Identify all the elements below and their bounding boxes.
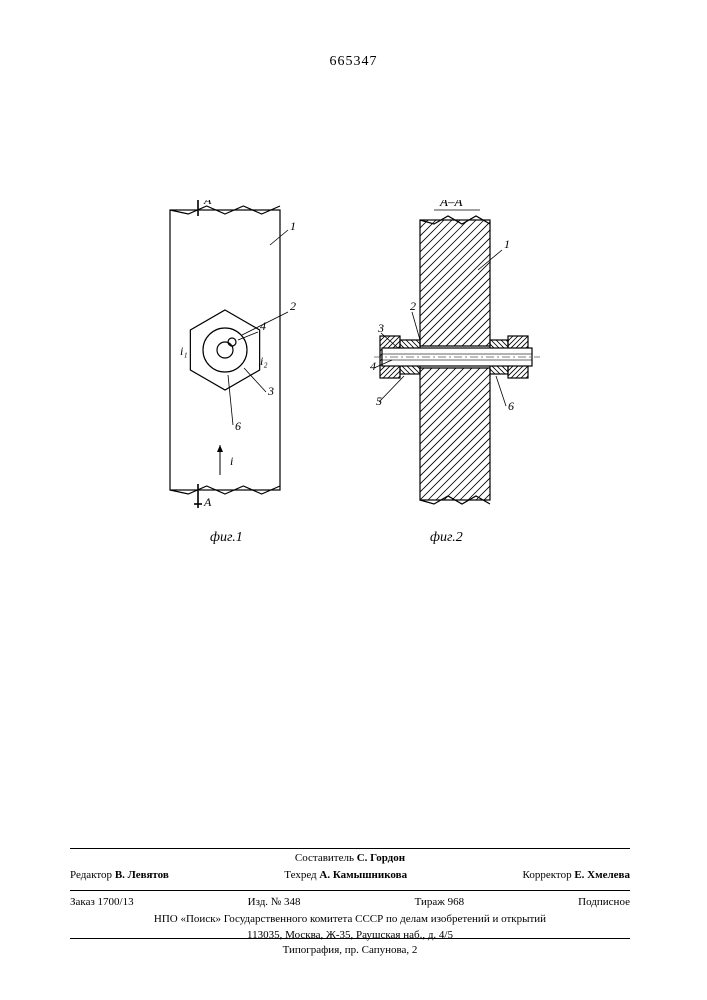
svg-text:3: 3 bbox=[377, 321, 384, 335]
fig1-caption: фиг.1 bbox=[210, 530, 243, 546]
svg-text:А: А bbox=[203, 495, 212, 509]
svg-text:2: 2 bbox=[410, 299, 416, 313]
corrector-name: Е. Хмелева bbox=[574, 869, 630, 881]
figures-area: А А 1 2 4 3 6 i₁ i₂ i А–А 1 2 3 4 5 6 фиг.1 фиг.2 bbox=[120, 200, 580, 570]
editor-name: В. Левятов bbox=[115, 869, 169, 881]
svg-text:1: 1 bbox=[504, 237, 510, 251]
divider-1 bbox=[70, 848, 630, 849]
techred-name: А. Камышникова bbox=[319, 869, 407, 881]
tirazh: Тираж 968 bbox=[415, 895, 465, 910]
address: 113035, Москва, Ж-35, Раушская наб., д. … bbox=[70, 928, 630, 943]
compiler-name: С. Гордон bbox=[357, 852, 405, 864]
divider-3 bbox=[70, 890, 630, 891]
svg-text:А: А bbox=[203, 200, 212, 207]
techred-label: Техред bbox=[284, 869, 316, 881]
svg-text:4: 4 bbox=[370, 359, 376, 373]
editor-label: Редактор bbox=[70, 869, 112, 881]
svg-text:6: 6 bbox=[508, 399, 514, 413]
svg-text:4: 4 bbox=[260, 319, 266, 333]
svg-text:6: 6 bbox=[235, 419, 241, 433]
footer-typo: Типография, пр. Сапунова, 2 bbox=[70, 942, 630, 959]
podpisnoe: Подписное bbox=[578, 895, 630, 910]
figures-svg: А А 1 2 4 3 6 i₁ i₂ i А–А 1 2 3 4 5 6 bbox=[120, 200, 580, 570]
fig2-caption: фиг.2 bbox=[430, 530, 463, 546]
svg-text:5: 5 bbox=[376, 394, 382, 408]
svg-text:1: 1 bbox=[290, 219, 296, 233]
svg-text:i: i bbox=[230, 454, 233, 468]
footer-credits: Составитель С. Гордон Редактор В. Левято… bbox=[70, 850, 630, 885]
org: НПО «Поиск» Государственного комитета СС… bbox=[70, 912, 630, 927]
svg-text:2: 2 bbox=[290, 299, 296, 313]
svg-text:А–А: А–А bbox=[439, 200, 462, 209]
compiler-label: Составитель bbox=[295, 852, 354, 864]
order: Заказ 1700/13 bbox=[70, 895, 134, 910]
patent-number: 665347 bbox=[0, 54, 707, 70]
svg-text:i₂: i₂ bbox=[260, 354, 268, 368]
page: 665347 А А 1 2 4 3 6 i₁ i₂ i А–А 1 2 3 4 5 6 фиг.1 фиг.2… bbox=[0, 0, 707, 1000]
typography: Типография, пр. Сапунова, 2 bbox=[70, 943, 630, 958]
svg-text:3: 3 bbox=[267, 384, 274, 398]
corrector-label: Корректор bbox=[523, 869, 572, 881]
svg-text:i₁: i₁ bbox=[180, 344, 188, 358]
footer-pubinfo: Заказ 1700/13 Изд. № 348 Тираж 968 Подпи… bbox=[70, 893, 630, 944]
izd: Изд. № 348 bbox=[248, 895, 301, 910]
